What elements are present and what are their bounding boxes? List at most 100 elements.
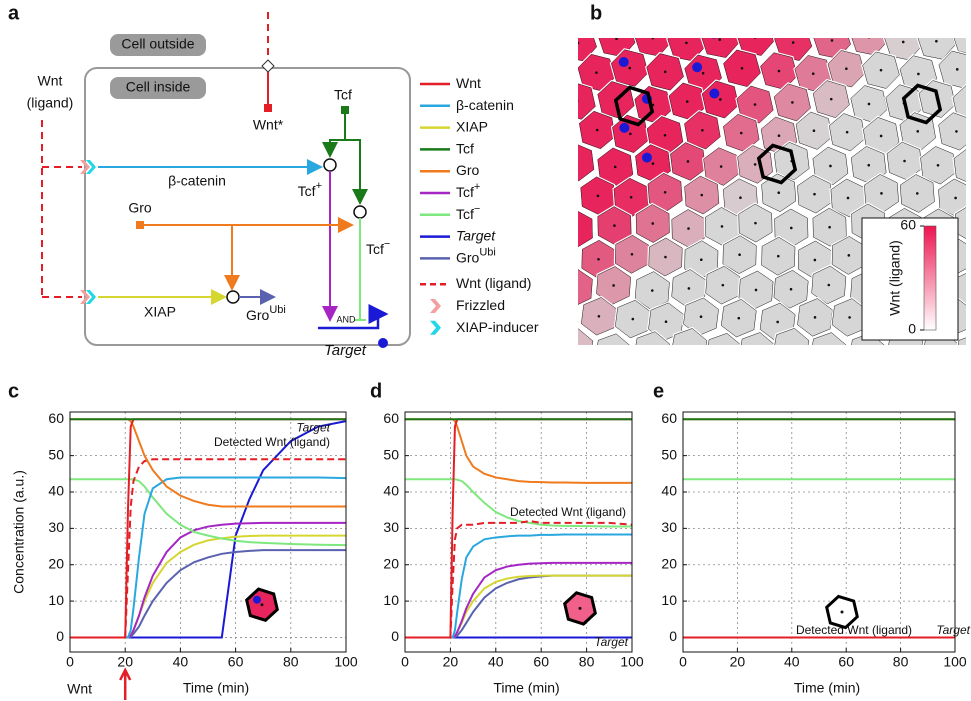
chart: 0102030405060020406080100Time (min)Conce… <box>11 410 358 700</box>
complex <box>227 291 239 303</box>
series-line <box>405 535 632 638</box>
legend-symbol <box>430 321 441 335</box>
colorbar-tick-label: 60 <box>900 217 916 233</box>
cell-center <box>612 284 615 287</box>
target-dot <box>709 29 719 39</box>
cell-center <box>722 351 725 354</box>
cell-center <box>827 284 830 287</box>
cell-center <box>777 191 780 194</box>
annotation: Target <box>296 421 330 435</box>
label: Tcf <box>334 87 352 103</box>
legend-label: XIAP <box>456 118 488 134</box>
x-tick-label: 40 <box>488 654 504 670</box>
x-tick-label: 20 <box>730 654 746 670</box>
x-tick-label: 0 <box>401 654 409 670</box>
cell-center <box>651 289 654 292</box>
cell-center <box>917 73 920 76</box>
cell <box>849 18 888 56</box>
cell-center <box>652 162 655 165</box>
target-dot <box>619 57 629 67</box>
legend-text: Target <box>456 227 496 243</box>
label: XIAP <box>144 304 176 320</box>
label: (ligand) <box>27 95 74 111</box>
cell <box>594 333 632 372</box>
annotation: Wnt <box>67 681 92 697</box>
cell-center <box>686 100 689 103</box>
annotation: Detected Wnt (ligand) <box>214 435 330 449</box>
y-tick-label: 40 <box>383 483 399 499</box>
x-tick-label: 0 <box>66 654 74 670</box>
complex <box>354 206 366 218</box>
legend-text: Wnt <box>456 75 481 91</box>
y-tick-label: 10 <box>48 592 64 608</box>
y-tick-label: 40 <box>661 483 677 499</box>
y-tick-label: 10 <box>383 592 399 608</box>
cell-center <box>700 258 703 261</box>
legend-symbol <box>430 299 441 313</box>
cell-center <box>574 228 577 231</box>
cell-center <box>615 37 618 40</box>
cell-center <box>777 255 780 258</box>
y-tick-label: 30 <box>48 519 64 535</box>
series-line <box>405 419 632 637</box>
target-dot <box>642 153 652 163</box>
series-line <box>405 479 632 526</box>
y-tick-label: 60 <box>48 410 64 426</box>
target-dot <box>566 90 576 100</box>
cell-center <box>778 70 781 73</box>
label: Tcf <box>298 183 316 199</box>
target-dot <box>378 338 388 348</box>
cell-center <box>841 611 844 614</box>
y-tick-label: 60 <box>661 410 677 426</box>
cell-center <box>664 134 667 137</box>
panel-label: b <box>590 2 602 24</box>
y-tick-label: 40 <box>48 483 64 499</box>
legend-text: Tcf <box>456 206 474 222</box>
y-tick-label: 0 <box>669 628 677 644</box>
x-tick-label: 80 <box>893 654 909 670</box>
x-axis-label: Time (min) <box>794 680 860 696</box>
label: Gro <box>128 200 152 216</box>
node <box>264 104 272 112</box>
series-line <box>70 459 346 637</box>
plot-frame <box>683 412 955 652</box>
target-dot <box>619 123 629 133</box>
label: Gro <box>246 307 270 323</box>
cell-center <box>721 225 724 228</box>
cell-center <box>700 194 703 197</box>
cell-center <box>597 195 600 198</box>
cell-center <box>702 72 705 75</box>
cell-center <box>828 226 831 229</box>
legend-label: β-catenin <box>456 97 514 113</box>
cell-center <box>880 135 883 138</box>
cell-center <box>792 41 795 44</box>
y-tick-label: 20 <box>661 555 677 571</box>
cell-center <box>955 130 958 133</box>
cell-center <box>904 346 907 349</box>
diagram: Cell outside Cell inside Wnt (ligand) Wn… <box>27 12 539 359</box>
y-tick-label: 0 <box>56 628 64 644</box>
cell-center <box>845 67 848 70</box>
page: a b c d e Cell outside Cell inside Wnt (… <box>0 0 971 701</box>
cell-center <box>937 164 940 167</box>
tcf-path <box>330 114 345 156</box>
cell <box>772 327 810 366</box>
legend-label: Wnt (ligand) <box>456 275 531 291</box>
cell-center <box>790 288 793 291</box>
cell-center <box>916 192 919 195</box>
legend-sup: Ubi <box>479 246 496 258</box>
cell-center <box>880 192 883 195</box>
cell-center <box>650 349 653 352</box>
label: Tcf− <box>366 238 390 257</box>
legend-text: XIAP <box>456 118 488 134</box>
annotation: Target <box>594 635 628 649</box>
series-line <box>70 421 346 637</box>
cell-center <box>755 289 758 292</box>
target-dot <box>565 218 575 228</box>
y-tick-label: 20 <box>48 555 64 571</box>
charts: 0102030405060020406080100Time (min)Conce… <box>11 410 971 700</box>
cell-center <box>718 38 721 41</box>
x-tick-label: 40 <box>784 654 800 670</box>
cell-center <box>685 42 688 45</box>
colorbar: Wnt (ligand) 060 <box>862 217 958 340</box>
